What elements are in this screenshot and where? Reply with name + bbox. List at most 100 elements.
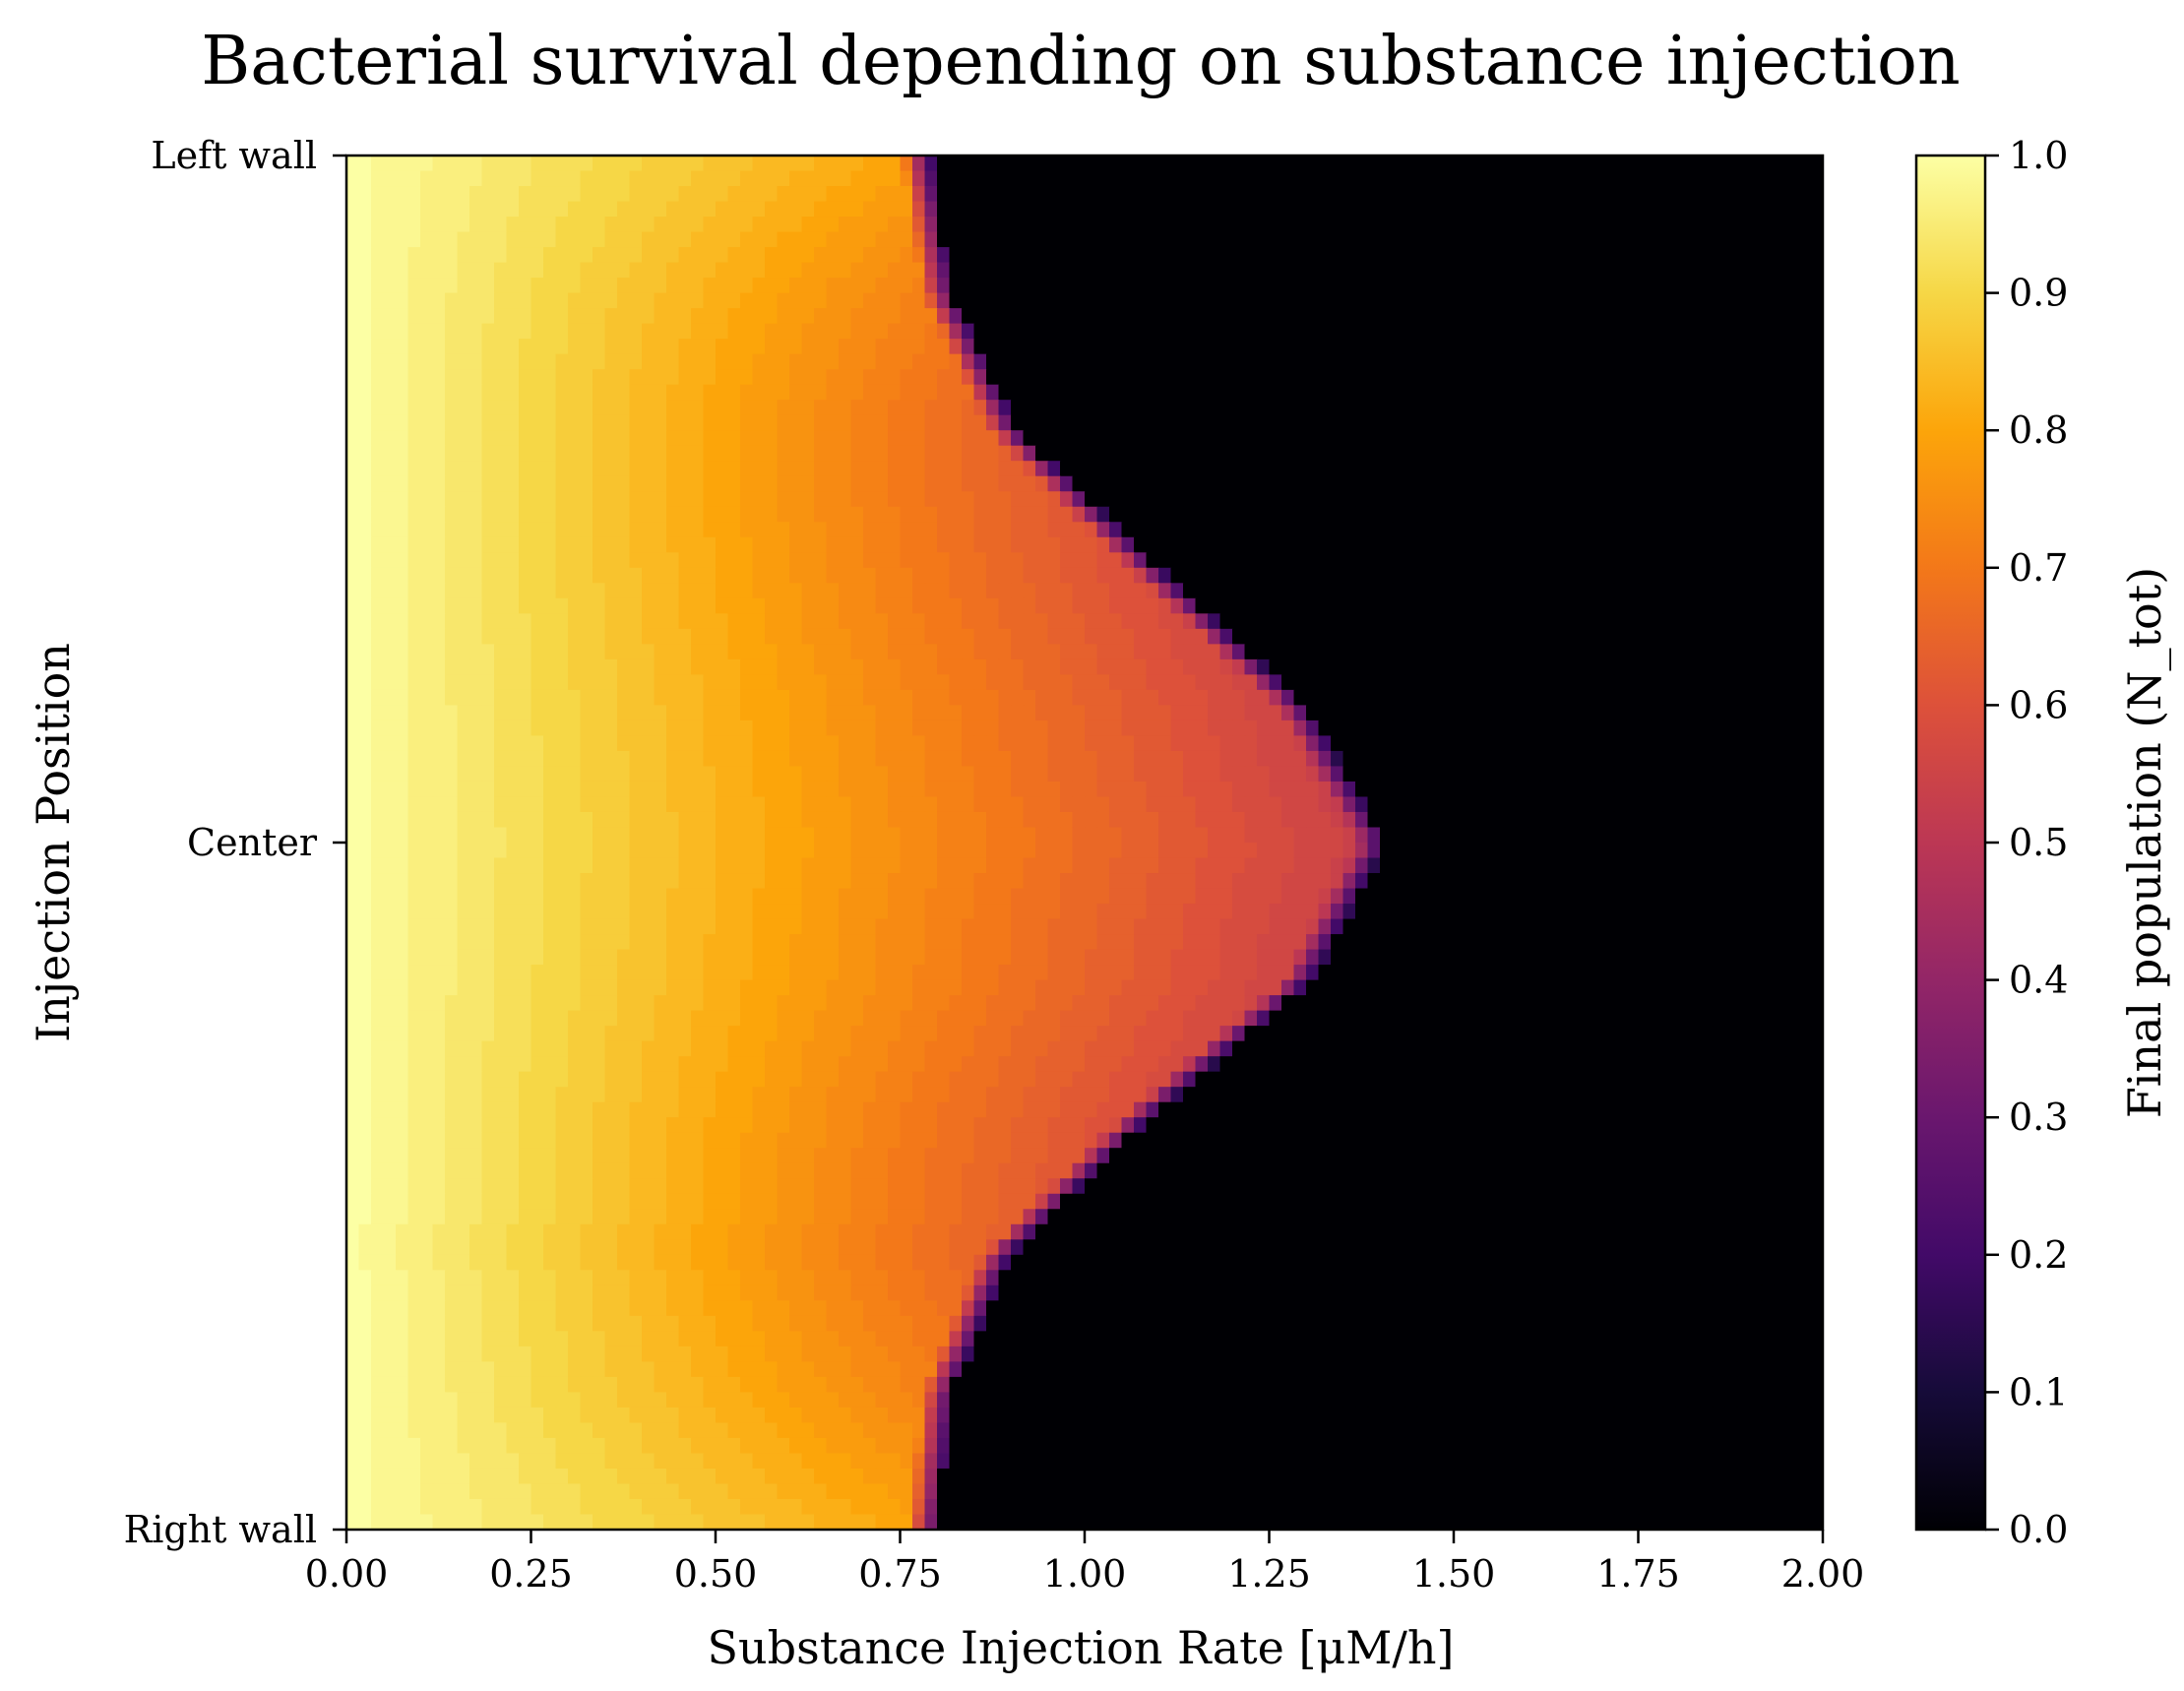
heatmap-cell xyxy=(1011,414,1025,431)
heatmap-cell xyxy=(998,323,1012,340)
heatmap-cell xyxy=(1552,414,1566,431)
heatmap-cell xyxy=(1638,552,1652,569)
heatmap-cell xyxy=(1060,231,1074,248)
heatmap-cell xyxy=(1503,766,1517,783)
heatmap-cell xyxy=(691,156,705,172)
heatmap-cell xyxy=(1552,567,1566,585)
heatmap-cell xyxy=(703,583,717,599)
heatmap-cell xyxy=(1146,308,1159,325)
heatmap-cell xyxy=(1219,201,1233,218)
heatmap-cell xyxy=(912,766,926,783)
heatmap-cell xyxy=(1503,552,1517,569)
heatmap-cell xyxy=(432,766,446,783)
heatmap-cell xyxy=(716,583,729,599)
heatmap-cell xyxy=(396,430,409,447)
heatmap-cell xyxy=(432,735,446,752)
heatmap-cell xyxy=(1355,217,1369,233)
heatmap-cell xyxy=(1219,384,1233,401)
heatmap-cell xyxy=(924,445,938,463)
heatmap-cell xyxy=(900,353,913,370)
heatmap-cell xyxy=(777,278,790,294)
heatmap-cell xyxy=(1158,430,1172,447)
heatmap-cell xyxy=(568,339,582,355)
heatmap-cell xyxy=(1712,750,1725,768)
heatmap-cell xyxy=(1589,522,1602,538)
heatmap-cell xyxy=(1085,705,1098,721)
heatmap-cell xyxy=(530,536,544,554)
heatmap-cell xyxy=(396,536,409,554)
heatmap-cell xyxy=(543,658,557,676)
heatmap-cell xyxy=(826,156,840,172)
heatmap-cell xyxy=(642,308,655,325)
heatmap-cell xyxy=(888,506,902,524)
heatmap-cell xyxy=(457,750,470,768)
heatmap-cell xyxy=(1798,689,1812,707)
heatmap-cell xyxy=(457,278,470,294)
heatmap-cell xyxy=(1367,186,1381,203)
heatmap-cell xyxy=(1736,156,1750,172)
heatmap-cell xyxy=(1355,278,1369,294)
heatmap-cell xyxy=(1429,339,1443,355)
heatmap-cell xyxy=(949,689,963,707)
heatmap-cell xyxy=(1380,262,1394,279)
heatmap-cell xyxy=(1146,644,1159,660)
heatmap-cell xyxy=(789,231,803,248)
heatmap-cell xyxy=(407,170,421,187)
heatmap-cell xyxy=(765,766,779,783)
heatmap-cell xyxy=(642,156,655,172)
heatmap-cell xyxy=(1749,750,1763,768)
heatmap-cell xyxy=(1626,475,1640,493)
heatmap-cell xyxy=(949,278,963,294)
heatmap-cell xyxy=(1490,658,1504,676)
heatmap-cell xyxy=(654,186,667,203)
heatmap-cell xyxy=(555,583,569,599)
heatmap-cell xyxy=(1035,597,1049,615)
heatmap-cell xyxy=(593,475,606,493)
heatmap-cell xyxy=(1577,156,1591,172)
heatmap-cell xyxy=(1466,430,1479,447)
heatmap-cell xyxy=(863,567,877,585)
heatmap-cell xyxy=(1085,536,1098,554)
heatmap-cell xyxy=(912,186,926,203)
heatmap-cell xyxy=(777,674,790,691)
heatmap-cell xyxy=(1281,674,1295,691)
heatmap-cell xyxy=(1023,430,1036,447)
heatmap-cell xyxy=(789,475,803,493)
heatmap-cell xyxy=(1085,750,1098,768)
heatmap-cell xyxy=(580,262,593,279)
heatmap-cell xyxy=(1700,430,1714,447)
heatmap-cell xyxy=(1539,201,1553,218)
heatmap-cell xyxy=(1183,414,1197,431)
heatmap-cell xyxy=(1281,705,1295,721)
heatmap-cell xyxy=(875,766,889,783)
heatmap-cell xyxy=(998,644,1012,660)
heatmap-cell xyxy=(617,231,631,248)
heatmap-cell xyxy=(888,247,902,264)
heatmap-cell xyxy=(1404,705,1418,721)
heatmap-cell xyxy=(1798,170,1812,187)
heatmap-cell xyxy=(1404,170,1418,187)
heatmap-cell xyxy=(1774,658,1787,676)
heatmap-cell xyxy=(1503,689,1517,707)
heatmap-cell xyxy=(371,475,385,493)
heatmap-cell xyxy=(568,430,582,447)
heatmap-cell xyxy=(1478,522,1492,538)
heatmap-cell xyxy=(642,369,655,386)
heatmap-cell xyxy=(494,445,508,463)
heatmap-cell xyxy=(1429,720,1443,737)
heatmap-cell xyxy=(740,430,754,447)
heatmap-cell xyxy=(1761,308,1775,325)
heatmap-cell xyxy=(617,369,631,386)
heatmap-cell xyxy=(1072,201,1086,218)
heatmap-cell xyxy=(358,430,372,447)
heatmap-cell xyxy=(1466,278,1479,294)
heatmap-cell xyxy=(555,353,569,370)
heatmap-cell xyxy=(1060,781,1074,798)
heatmap-cell xyxy=(986,491,1000,508)
heatmap-cell xyxy=(1651,613,1664,630)
heatmap-cell xyxy=(1589,750,1602,768)
heatmap-cell xyxy=(1269,567,1282,585)
heatmap-cell xyxy=(445,644,459,660)
heatmap-cell xyxy=(1515,217,1529,233)
heatmap-cell xyxy=(469,170,483,187)
